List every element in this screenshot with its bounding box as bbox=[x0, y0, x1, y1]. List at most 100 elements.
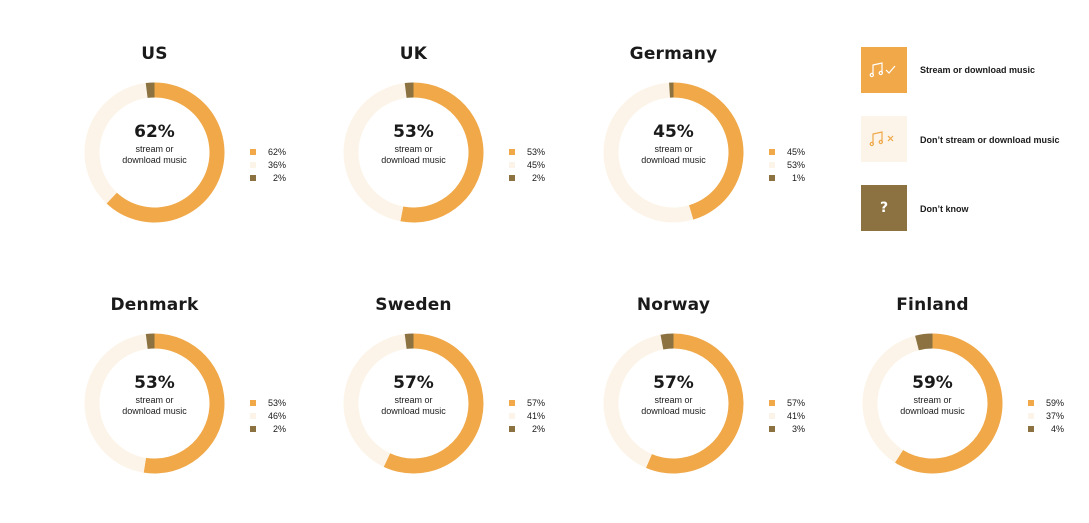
data-label-dont-stream: 45% bbox=[526, 159, 545, 170]
music-note-cross-icon bbox=[861, 116, 907, 162]
center-value: 53% bbox=[134, 373, 175, 393]
center-caption-line-2: download music bbox=[381, 406, 446, 416]
donut-slice-dont-know bbox=[404, 333, 414, 349]
chart-title: US bbox=[141, 44, 168, 64]
donut-center-label: 59% stream or download music bbox=[860, 373, 1005, 417]
data-label-dont-stream: 41% bbox=[786, 410, 805, 421]
music-note-check-icon bbox=[861, 47, 907, 93]
value-legend-row-dont-stream: 45% bbox=[509, 158, 569, 171]
donut-center-label: 57% stream or download music bbox=[601, 373, 746, 417]
center-value: 45% bbox=[653, 122, 694, 142]
center-caption-line-2: download music bbox=[641, 155, 706, 165]
data-label-dont-know: 2% bbox=[272, 423, 286, 434]
swatch-stream bbox=[1028, 399, 1034, 406]
swatch-dont-stream bbox=[250, 161, 256, 168]
value-legend: 45% 53% 1% bbox=[769, 145, 829, 184]
legend-stream-swatch bbox=[861, 47, 907, 93]
value-legend: 57% 41% 3% bbox=[769, 396, 829, 435]
donut-panel: Finland 59% stream or download music 59% 37% 4… bbox=[860, 293, 1089, 523]
value-legend-row-dont-know: 3% bbox=[769, 422, 829, 435]
swatch-dont-know bbox=[250, 425, 256, 432]
donut-slice-stream bbox=[143, 333, 225, 474]
donut-slice-dont-stream bbox=[343, 83, 407, 222]
value-legend: 53% 46% 2% bbox=[250, 396, 310, 435]
donut-slice-dont-know bbox=[660, 333, 674, 350]
value-legend: 53% 45% 2% bbox=[509, 145, 569, 184]
swatch-dont-know bbox=[509, 425, 515, 432]
chart-title: Norway bbox=[636, 295, 711, 315]
donut-chart bbox=[84, 82, 225, 223]
center-caption-line-2: download music bbox=[122, 406, 187, 416]
data-label-stream: 57% bbox=[786, 397, 805, 408]
value-legend-row-dont-know: 2% bbox=[250, 422, 310, 435]
value-legend-row-dont-stream: 41% bbox=[769, 409, 829, 422]
chart-title: Finland bbox=[896, 295, 969, 315]
value-legend-row-dont-stream: 36% bbox=[250, 158, 310, 171]
chart-title: UK bbox=[399, 44, 428, 64]
donut-chart bbox=[343, 333, 484, 474]
data-label-dont-stream: 41% bbox=[526, 410, 545, 421]
value-legend-row-stream: 45% bbox=[769, 145, 829, 158]
value-legend-row-dont-know: 2% bbox=[509, 422, 569, 435]
legend-dont-know-swatch: ? bbox=[861, 185, 907, 231]
center-caption-line-1: stream or bbox=[135, 395, 174, 405]
donut-slice-dont-stream bbox=[603, 334, 664, 468]
swatch-dont-stream bbox=[509, 412, 515, 419]
swatch-stream bbox=[769, 148, 775, 155]
data-label-dont-know: 2% bbox=[531, 423, 545, 434]
value-legend-row-stream: 62% bbox=[250, 145, 310, 158]
data-label-dont-stream: 37% bbox=[1045, 410, 1064, 421]
swatch-dont-stream bbox=[509, 161, 515, 168]
donut-slice-stream bbox=[645, 333, 744, 474]
donut-chart bbox=[603, 82, 744, 223]
donut-slice-stream bbox=[383, 333, 484, 474]
chart-title: Sweden bbox=[375, 295, 452, 315]
donut-slice-stream bbox=[106, 82, 225, 223]
swatch-dont-know bbox=[1028, 425, 1034, 432]
donut-slice-stream bbox=[400, 82, 484, 223]
donut-center-label: 57% stream or download music bbox=[341, 373, 486, 417]
donut-chart bbox=[862, 333, 1003, 474]
donut-slice-dont-know bbox=[915, 333, 933, 351]
data-label-dont-stream: 36% bbox=[267, 159, 286, 170]
swatch-stream bbox=[250, 148, 256, 155]
swatch-dont-stream bbox=[769, 412, 775, 419]
legend-dont-stream-swatch bbox=[861, 116, 907, 162]
donut-panel: Germany 45% stream or download music 45% 53% 1… bbox=[601, 42, 851, 272]
donut-panel: US 62% stream or download music 62% 36% 2% bbox=[82, 42, 332, 272]
legend-dont-stream-label: Don’t stream or download music bbox=[920, 135, 1060, 145]
donut-panel: Sweden 57% stream or download music 57% 41% 2% bbox=[341, 293, 591, 523]
donut-slice-stream bbox=[894, 333, 1003, 474]
donut-slice-dont-know bbox=[145, 333, 155, 349]
data-label-dont-stream: 53% bbox=[786, 159, 805, 170]
swatch-dont-stream bbox=[1028, 412, 1034, 419]
value-legend-row-dont-know: 1% bbox=[769, 171, 829, 184]
donut-center-label: 53% stream or download music bbox=[341, 122, 486, 166]
center-caption-line-1: stream or bbox=[394, 395, 433, 405]
data-label-stream: 45% bbox=[786, 146, 805, 157]
swatch-stream bbox=[250, 399, 256, 406]
donut-slice-dont-stream bbox=[862, 335, 919, 463]
donut-panel: UK 53% stream or download music 53% 45% 2% bbox=[341, 42, 591, 272]
value-legend-row-dont-stream: 46% bbox=[250, 409, 310, 422]
value-legend: 59% 37% 4% bbox=[1028, 396, 1088, 435]
legend-stream-label: Stream or download music bbox=[920, 65, 1036, 75]
value-legend-row-dont-stream: 37% bbox=[1028, 409, 1088, 422]
data-label-stream: 57% bbox=[526, 397, 545, 408]
center-caption-line-2: download music bbox=[900, 406, 965, 416]
donut-slice-dont-stream bbox=[603, 82, 694, 223]
data-label-stream: 62% bbox=[267, 146, 286, 157]
donut-slice-dont-stream bbox=[84, 334, 148, 473]
value-legend-row-stream: 53% bbox=[250, 396, 310, 409]
data-label-dont-know: 2% bbox=[531, 172, 545, 183]
donut-chart bbox=[343, 82, 484, 223]
value-legend: 57% 41% 2% bbox=[509, 396, 569, 435]
swatch-dont-stream bbox=[250, 412, 256, 419]
value-legend-row-stream: 57% bbox=[509, 396, 569, 409]
chart-title: Denmark bbox=[110, 295, 199, 315]
center-caption-line-2: download music bbox=[641, 406, 706, 416]
swatch-dont-know bbox=[769, 425, 775, 432]
data-label-stream: 59% bbox=[1045, 397, 1064, 408]
center-value: 53% bbox=[393, 122, 434, 142]
donut-panel: Denmark 53% stream or download music 53% 46% 2… bbox=[82, 293, 332, 523]
